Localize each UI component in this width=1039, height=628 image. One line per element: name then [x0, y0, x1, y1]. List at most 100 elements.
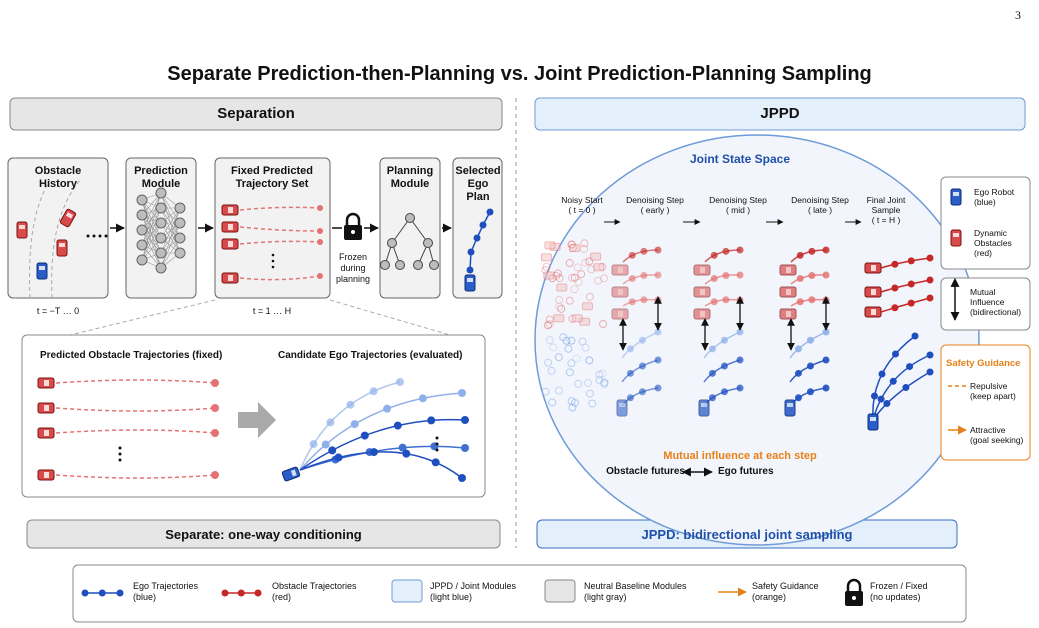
car-window	[618, 289, 623, 295]
noise-dot	[545, 319, 554, 328]
side-legend-box	[940, 176, 1031, 270]
tree-node	[423, 238, 433, 248]
legend-name: Safety Guidance	[752, 581, 819, 591]
noise-dot	[580, 244, 589, 253]
trajectory-dot	[326, 418, 335, 427]
noise-car	[569, 244, 581, 253]
ellipsis-dot	[118, 452, 122, 456]
mutual-note: Mutual influence at each step	[663, 450, 817, 462]
trajectory-dot	[891, 304, 899, 312]
ellipsis-dot	[435, 442, 439, 446]
noise-dot	[574, 278, 583, 287]
ellipsis-dot	[104, 234, 108, 238]
noise-dot	[541, 387, 550, 396]
car-window	[39, 266, 45, 270]
trajectory-dot	[907, 257, 915, 265]
ego-car	[464, 274, 476, 292]
obstacle-car	[611, 264, 629, 276]
noise-dot	[547, 366, 556, 375]
step-name: Denoising Step	[791, 195, 849, 205]
ego-car	[867, 413, 879, 431]
trajectory-dot	[796, 251, 804, 259]
trajectory-dot	[808, 272, 816, 280]
module-box	[452, 157, 503, 299]
trajectory-dot	[479, 221, 487, 229]
noise-dot	[600, 274, 609, 283]
trajectory-dot	[889, 377, 897, 385]
ego-car	[784, 399, 796, 417]
trajectory-dot	[736, 296, 744, 304]
legend-label: Neutral Baseline Modules (light gray)	[584, 581, 709, 603]
trajectory-dot	[708, 369, 716, 377]
trajectory-dot	[710, 275, 718, 283]
trajectory-dot	[796, 275, 804, 283]
net-edge	[141, 192, 162, 231]
legend-name: Obstacle Trajectories	[272, 581, 357, 591]
obstacle-car	[56, 239, 68, 257]
separation-footer: Separate: one-way conditioning	[165, 527, 362, 542]
trajectory-dot	[808, 296, 816, 304]
trajectory	[299, 451, 463, 479]
legend-swatch	[391, 579, 423, 603]
car-window	[228, 275, 233, 281]
noise-dot	[555, 302, 564, 311]
noise-dot	[574, 379, 583, 388]
trajectory-dot	[722, 247, 730, 255]
side-legend-label: Dynamic Obstacles (red)	[974, 228, 1028, 259]
legend-note: (blue)	[974, 197, 996, 208]
noise-dot	[572, 354, 581, 363]
zoom-line	[69, 299, 216, 336]
step-time: ( t = H )	[871, 215, 901, 226]
title: Separate Prediction-then-Planning vs. Jo…	[167, 63, 872, 85]
trajectory-dot	[926, 368, 934, 376]
net-edge	[160, 207, 181, 269]
net-node	[174, 232, 186, 244]
noise-dot	[595, 375, 604, 384]
noise-car	[544, 241, 556, 250]
trajectory-dot	[211, 404, 219, 412]
net-edge	[160, 222, 181, 269]
trajectory-dot	[654, 246, 662, 254]
legend-name: JPPD / Joint Modules	[430, 581, 517, 591]
trajectory	[704, 274, 741, 285]
noise-dot	[598, 369, 607, 378]
net-node	[155, 262, 167, 274]
obstacle-futures: Obstacle futures	[606, 466, 685, 477]
trajectory	[703, 359, 741, 383]
trajectory-dot	[796, 298, 804, 306]
trajectory-dot	[486, 208, 494, 216]
legend-note: (light gray)	[584, 591, 627, 602]
legend-label: Obstacle Trajectories (red)	[272, 581, 382, 603]
trajectory	[790, 249, 827, 263]
trajectory	[703, 331, 741, 359]
trajectory-dot	[466, 266, 474, 274]
trajectory-dot	[654, 384, 662, 392]
trajectory	[789, 331, 827, 359]
noise-car	[590, 252, 602, 261]
net-node	[174, 247, 186, 259]
trajectory-dot	[116, 589, 124, 597]
trajectory-dot	[398, 443, 407, 452]
big-arrow	[238, 402, 276, 438]
trajectory-dot	[626, 369, 634, 377]
net-node	[136, 224, 148, 236]
car-window	[871, 265, 876, 271]
net-node	[155, 217, 167, 229]
car-window	[618, 267, 623, 273]
trajectory-dot	[822, 296, 830, 304]
net-node	[155, 247, 167, 259]
trajectory-dot	[211, 471, 219, 479]
legend-label: Frozen / Fixed (no updates)	[870, 581, 950, 603]
net-node	[174, 202, 186, 214]
tree-node	[413, 260, 423, 270]
trajectory	[621, 331, 659, 359]
noise-dot	[580, 239, 589, 248]
trajectory-dot	[98, 589, 106, 597]
tree-node	[380, 260, 390, 270]
car-window	[467, 278, 473, 282]
trajectory	[880, 279, 931, 293]
noise-dot	[565, 259, 574, 268]
noise-dot	[585, 292, 594, 301]
